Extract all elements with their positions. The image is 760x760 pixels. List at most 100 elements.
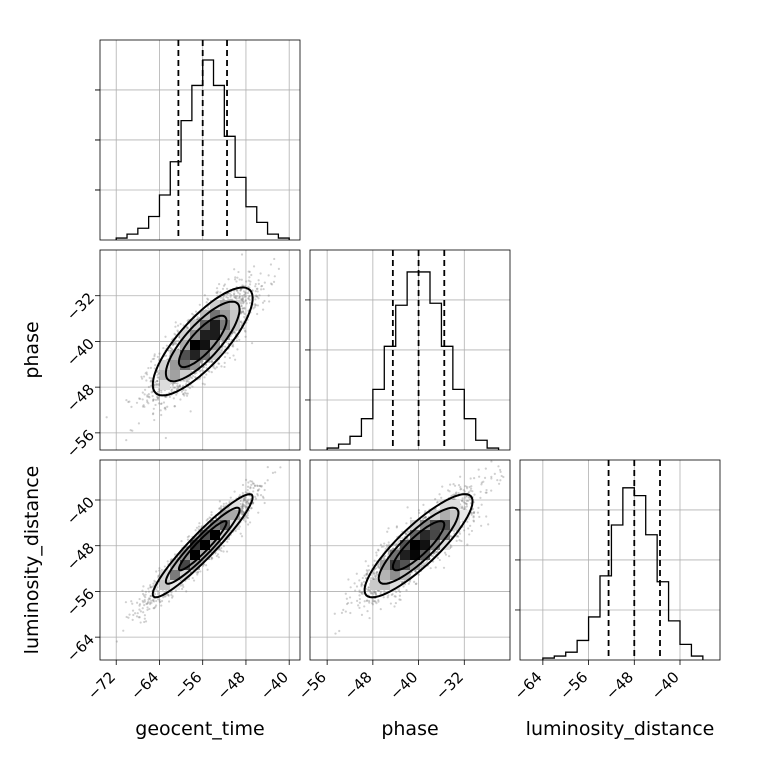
sample-point (152, 357, 156, 360)
sample-point (238, 338, 241, 341)
joint-geocent_time-phase-frame (99, 249, 301, 451)
sample-point (219, 351, 223, 354)
sample-point (258, 294, 261, 297)
sample-point (151, 357, 154, 361)
sample-point (196, 317, 199, 321)
sample-point (166, 560, 169, 563)
sample-point (225, 550, 229, 553)
sample-point (194, 529, 197, 532)
sample-point (178, 335, 181, 338)
sample-point (147, 590, 151, 593)
histogram-phase (326, 271, 500, 450)
sample-point (217, 362, 220, 365)
sample-point (210, 370, 213, 374)
sample-point (261, 308, 265, 311)
sample-point (169, 347, 173, 350)
sample-point (165, 344, 168, 347)
hist-panel-luminosity_distance (515, 460, 720, 660)
sample-point (153, 607, 156, 610)
sample-point (239, 289, 242, 292)
sample-point (260, 284, 264, 288)
sample-point (244, 295, 247, 298)
sample-point (254, 290, 257, 293)
sample-point (248, 270, 251, 273)
density-cell (170, 370, 180, 380)
sample-point (198, 303, 201, 306)
sample-point (147, 600, 150, 603)
sample-point (210, 556, 213, 559)
sample-point (273, 257, 276, 261)
sample-point (235, 339, 238, 342)
sample-point (226, 540, 229, 543)
sample-point (240, 299, 243, 302)
sample-point (223, 365, 226, 369)
sample-point (155, 382, 158, 386)
sample-point (202, 564, 205, 567)
sample-point (258, 484, 261, 488)
sample-point (241, 502, 244, 505)
sample-point (209, 516, 212, 520)
sample-point (154, 364, 157, 367)
sample-point (153, 384, 156, 387)
sample-point (157, 575, 160, 578)
sample-point (242, 301, 245, 304)
sample-point (115, 640, 118, 643)
sample-point (157, 389, 161, 393)
sample-point (250, 273, 253, 277)
sample-point (263, 488, 266, 492)
sample-point (185, 327, 189, 330)
density-cell (160, 360, 170, 370)
sample-point (258, 488, 261, 491)
sample-point (148, 396, 151, 399)
sample-point (196, 571, 200, 574)
sample-point (220, 365, 223, 368)
sample-point (127, 400, 130, 404)
sample-point (130, 405, 133, 408)
sample-point (229, 295, 232, 298)
sample-point (159, 601, 162, 604)
sample-point (246, 291, 250, 295)
density-cell (230, 310, 240, 320)
sample-point (137, 616, 140, 619)
sample-point (204, 564, 208, 567)
density-cell (210, 310, 220, 320)
sample-point (153, 353, 156, 356)
sample-point (171, 595, 174, 598)
sample-point (191, 576, 194, 580)
sample-point (203, 376, 206, 379)
sample-point (257, 297, 260, 300)
sample-point (149, 603, 152, 606)
sample-point (173, 340, 177, 343)
sample-point (195, 526, 199, 529)
sample-point (238, 494, 241, 497)
sample-point (219, 349, 222, 352)
sample-point (206, 568, 209, 571)
density-cell (210, 320, 220, 330)
sample-point (207, 298, 210, 301)
sample-point (223, 361, 226, 364)
sample-point (249, 498, 252, 501)
sample-point (268, 300, 271, 303)
sample-point (164, 335, 167, 338)
sample-point (237, 270, 240, 274)
sample-point (162, 346, 165, 350)
sample-point (251, 502, 255, 505)
sample-point (257, 279, 260, 282)
sample-point (243, 306, 246, 309)
sample-point (220, 549, 223, 553)
sample-point (143, 388, 147, 391)
sample-point (124, 601, 128, 604)
sample-point (248, 276, 251, 279)
sample-point (239, 499, 242, 503)
sample-point (131, 618, 134, 621)
sample-point (171, 344, 175, 347)
sample-point (175, 393, 178, 396)
sample-point (151, 413, 155, 416)
joint-panel-geocent_time-luminosity_distance (100, 460, 300, 660)
sample-point (146, 395, 149, 398)
sample-point (183, 394, 186, 397)
sample-point (146, 602, 149, 605)
sample-point (176, 382, 179, 385)
sample-point (139, 610, 142, 613)
sample-point (216, 290, 219, 293)
